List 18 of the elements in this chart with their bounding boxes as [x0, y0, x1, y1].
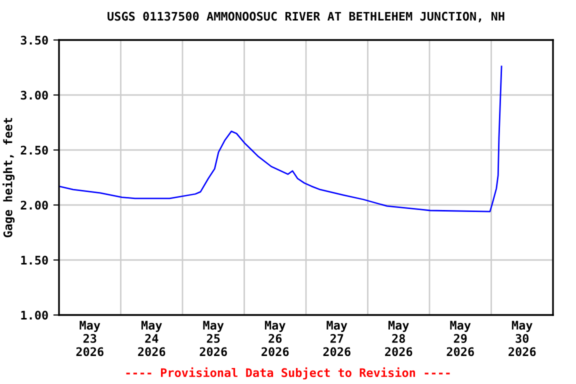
- y-axis-title: Gage height, feet: [2, 118, 15, 238]
- x-tick-label: May 28 2026: [385, 320, 412, 356]
- x-tick-label: May 27 2026: [323, 320, 350, 356]
- x-tick-label: May 23 2026: [76, 320, 104, 356]
- x-tick-label: May 25 2026: [200, 320, 227, 356]
- chart-title: USGS 01137500 AMMONOOSUC RIVER AT BETHLEHEM JUNCTION, NH: [108, 12, 504, 22]
- x-tick-label: May 29 2026: [446, 320, 474, 356]
- y-tick-label: 2.50: [20, 146, 48, 155]
- y-tick-label: 3.50: [20, 36, 48, 45]
- x-tick-label: May 24 2026: [138, 320, 166, 356]
- y-tick-label: 1.00: [21, 310, 48, 320]
- y-tick-label: 1.50: [21, 256, 48, 265]
- x-tick-label: May 30 2026: [508, 320, 536, 356]
- y-tick-label: 3.00: [20, 90, 48, 100]
- x-tick-label: May 26 2026: [262, 320, 289, 356]
- line-series: [59, 66, 502, 212]
- y-tick-label: 2.00: [20, 200, 48, 210]
- text: ---- Provisional Data Subject to Revision ----: [126, 367, 450, 380]
